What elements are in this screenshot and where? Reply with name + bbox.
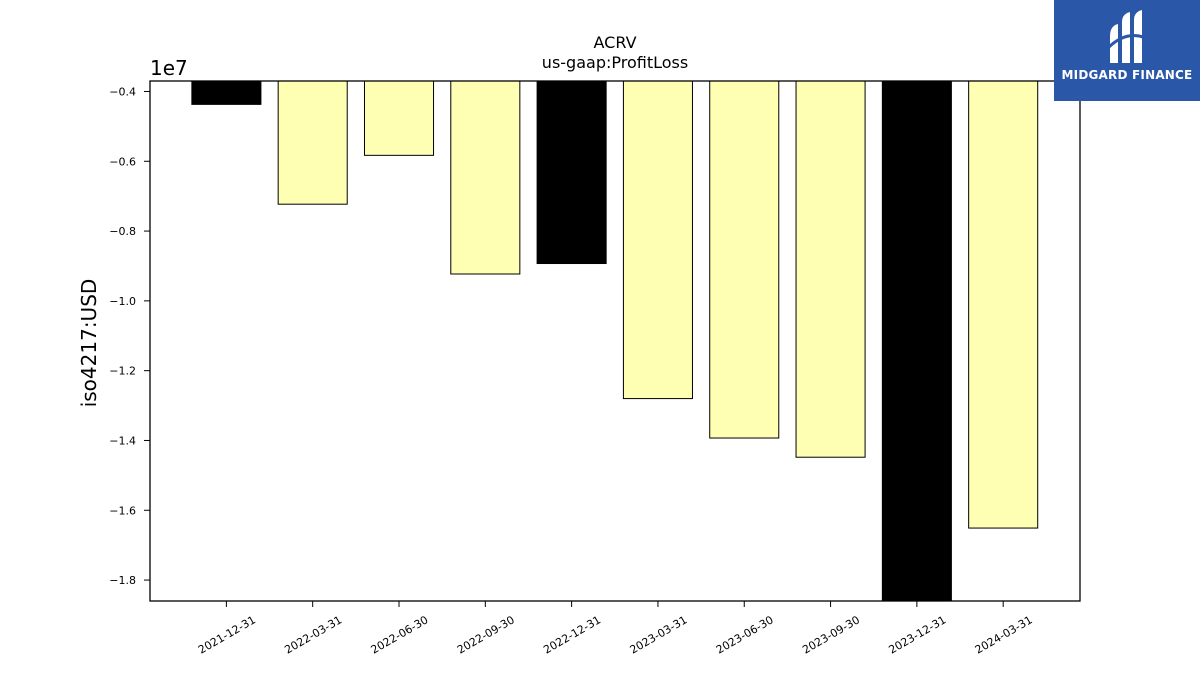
y-tick-label: −0.6 xyxy=(109,155,136,168)
bar-2023-03-31 xyxy=(622,80,693,400)
chart-subtitle: us-gaap:ProfitLoss xyxy=(542,53,688,72)
x-tick-label: 2022-09-30 xyxy=(455,613,517,656)
bar-2023-06-30 xyxy=(709,80,780,439)
x-tick-label: 2022-06-30 xyxy=(369,613,431,656)
x-tick-label: 2022-12-31 xyxy=(541,613,603,656)
chart-title: ACRV xyxy=(593,33,636,52)
bar-2022-03-31 xyxy=(277,80,348,205)
y-tick-label: −0.4 xyxy=(109,85,136,98)
x-tick-label: 2023-06-30 xyxy=(714,613,776,656)
x-tick-label: 2022-03-31 xyxy=(282,613,344,656)
bar-2022-09-30 xyxy=(450,80,521,275)
y-tick-label: −1.2 xyxy=(109,365,136,378)
x-tick-label: 2024-03-31 xyxy=(973,613,1035,656)
bar-2024-03-31 xyxy=(968,80,1039,529)
x-axis: 2021-12-31 2022-03-31 2022-06-30 2022-09-30… xyxy=(196,601,1035,657)
bar-2023-12-31 xyxy=(881,80,952,602)
bar-2022-12-31 xyxy=(536,80,607,265)
y-tick-label: −1.0 xyxy=(109,295,136,308)
x-tick-label: 2023-03-31 xyxy=(628,613,690,656)
x-tick-label: 2021-12-31 xyxy=(196,613,258,656)
y-tick-label: −1.4 xyxy=(109,434,136,447)
logo-text: MIDGARD FINANCE xyxy=(1061,68,1193,82)
midgard-finance-logo: MIDGARD FINANCE xyxy=(1054,0,1200,101)
y-offset-label: 1e7 xyxy=(150,56,188,80)
x-tick-label: 2023-09-30 xyxy=(800,613,862,656)
y-tick-label: −1.6 xyxy=(109,504,136,517)
y-axis-label: iso4217:USD xyxy=(77,279,101,408)
x-tick-label: 2023-12-31 xyxy=(887,613,949,656)
bar-2023-09-30 xyxy=(795,80,866,458)
plot-frame xyxy=(149,80,1081,602)
bar-2021-12-31 xyxy=(191,80,262,105)
y-tick-label: −0.8 xyxy=(109,225,136,238)
logo-mark-icon xyxy=(1106,10,1147,63)
bars-group xyxy=(191,80,1039,602)
y-axis: −0.4 −0.6 −0.8 −1.0 −1.2 −1.4 −1.6 −1.8 xyxy=(109,85,150,587)
bar-2022-06-30 xyxy=(363,80,435,156)
y-tick-label: −1.8 xyxy=(109,574,136,587)
